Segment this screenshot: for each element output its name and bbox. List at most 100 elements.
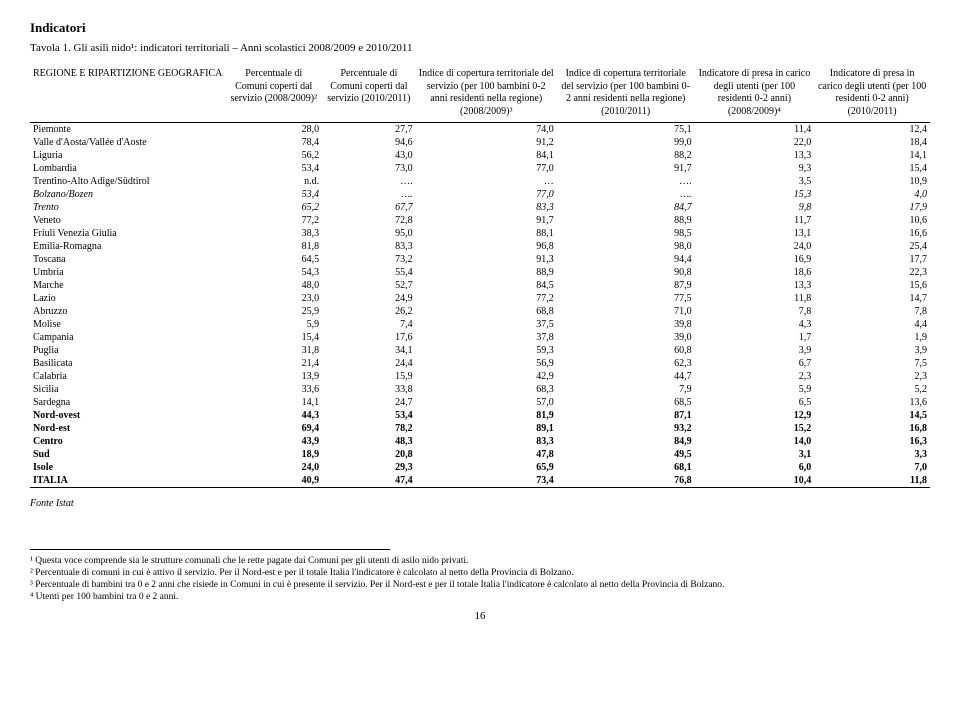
region-cell: Calabria <box>30 370 225 383</box>
value-cell: 94,6 <box>322 136 415 149</box>
value-cell: 3,3 <box>814 448 930 461</box>
region-cell: Nord-est <box>30 422 225 435</box>
value-cell: 81,9 <box>416 409 557 422</box>
value-cell: 17,7 <box>814 253 930 266</box>
value-cell: 3,9 <box>814 344 930 357</box>
value-cell: 91,7 <box>557 162 695 175</box>
value-cell: 37,5 <box>416 318 557 331</box>
value-cell: 88,1 <box>416 227 557 240</box>
value-cell: 88,9 <box>416 266 557 279</box>
value-cell: 15,2 <box>695 422 815 435</box>
value-cell: 11,8 <box>695 292 815 305</box>
value-cell: 15,4 <box>225 331 322 344</box>
value-cell: 40,9 <box>225 474 322 488</box>
value-cell: 77,2 <box>416 292 557 305</box>
value-cell: 33,8 <box>322 383 415 396</box>
value-cell: 73,0 <box>322 162 415 175</box>
footnote-1: ¹ Questa voce comprende sia le strutture… <box>30 556 930 566</box>
value-cell: 7,8 <box>814 305 930 318</box>
section-title: Indicatori <box>30 20 930 36</box>
value-cell: 47,8 <box>416 448 557 461</box>
value-cell: 24,0 <box>695 240 815 253</box>
value-cell: 53,4 <box>322 409 415 422</box>
value-cell: …. <box>557 188 695 201</box>
value-cell: 13,3 <box>695 149 815 162</box>
value-cell: 11,4 <box>695 123 815 137</box>
value-cell: 14,5 <box>814 409 930 422</box>
region-cell: Centro <box>30 435 225 448</box>
value-cell: 10,6 <box>814 214 930 227</box>
value-cell: 83,3 <box>322 240 415 253</box>
value-cell: 77,2 <box>225 214 322 227</box>
value-cell: 53,4 <box>225 188 322 201</box>
value-cell: 2,3 <box>814 370 930 383</box>
value-cell: 24,4 <box>322 357 415 370</box>
table-row: Lazio23,024,977,277,511,814,7 <box>30 292 930 305</box>
value-cell: 43,0 <box>322 149 415 162</box>
region-cell: Umbria <box>30 266 225 279</box>
value-cell: 57,0 <box>416 396 557 409</box>
value-cell: 88,9 <box>557 214 695 227</box>
value-cell: 49,5 <box>557 448 695 461</box>
footnote-2: ² Percentuale di comuni in cui è attivo … <box>30 568 930 578</box>
value-cell: 27,7 <box>322 123 415 137</box>
table-row: Toscana64,573,291,394,416,917,7 <box>30 253 930 266</box>
region-cell: Puglia <box>30 344 225 357</box>
value-cell: 78,4 <box>225 136 322 149</box>
value-cell: 4,3 <box>695 318 815 331</box>
value-cell: 43,9 <box>225 435 322 448</box>
value-cell: 7,8 <box>695 305 815 318</box>
value-cell: 28,0 <box>225 123 322 137</box>
region-cell: Isole <box>30 461 225 474</box>
value-cell: 88,2 <box>557 149 695 162</box>
value-cell: 55,4 <box>322 266 415 279</box>
value-cell: 5,2 <box>814 383 930 396</box>
footnotes: ¹ Questa voce comprende sia le strutture… <box>30 549 390 602</box>
table-row: Sicilia33,633,868,37,95,95,2 <box>30 383 930 396</box>
value-cell: 87,1 <box>557 409 695 422</box>
table-title: Tavola 1. Gli asili nido¹: indicatori te… <box>30 42 930 54</box>
page-number: 16 <box>30 610 930 622</box>
value-cell: 94,4 <box>557 253 695 266</box>
region-cell: Emilia-Romagna <box>30 240 225 253</box>
value-cell: 64,5 <box>225 253 322 266</box>
region-cell: Campania <box>30 331 225 344</box>
value-cell: 25,9 <box>225 305 322 318</box>
value-cell: 12,9 <box>695 409 815 422</box>
value-cell: 77,5 <box>557 292 695 305</box>
value-cell: 65,2 <box>225 201 322 214</box>
value-cell: 77,0 <box>416 162 557 175</box>
value-cell: 21,4 <box>225 357 322 370</box>
value-cell: 13,6 <box>814 396 930 409</box>
value-cell: 6,0 <box>695 461 815 474</box>
value-cell: 96,8 <box>416 240 557 253</box>
value-cell: 7,4 <box>322 318 415 331</box>
value-cell: … <box>416 175 557 188</box>
region-cell: Sardegna <box>30 396 225 409</box>
value-cell: 3,9 <box>695 344 815 357</box>
table-row: Molise5,97,437,539,84,34,4 <box>30 318 930 331</box>
value-cell: 1,9 <box>814 331 930 344</box>
col-2: Percentuale di Comuni coperti dal serviz… <box>322 64 415 123</box>
table-row: Campania15,417,637,839,01,71,9 <box>30 331 930 344</box>
table-row: Umbria54,355,488,990,818,622,3 <box>30 266 930 279</box>
value-cell: 11,8 <box>814 474 930 488</box>
value-cell: 16,9 <box>695 253 815 266</box>
value-cell: 56,2 <box>225 149 322 162</box>
value-cell: 73,4 <box>416 474 557 488</box>
value-cell: 81,8 <box>225 240 322 253</box>
value-cell: 1,7 <box>695 331 815 344</box>
table-row: Basilicata21,424,456,962,36,77,5 <box>30 357 930 370</box>
region-cell: Sud <box>30 448 225 461</box>
value-cell: 9,8 <box>695 201 815 214</box>
value-cell: 15,6 <box>814 279 930 292</box>
value-cell: 91,2 <box>416 136 557 149</box>
value-cell: 60,8 <box>557 344 695 357</box>
value-cell: 6,7 <box>695 357 815 370</box>
value-cell: 76,8 <box>557 474 695 488</box>
value-cell: 72,8 <box>322 214 415 227</box>
value-cell: 98,0 <box>557 240 695 253</box>
col-region: REGIONE E RIPARTIZIONE GEOGRAFICA <box>30 64 225 123</box>
table-body: Piemonte28,027,774,075,111,412,4Valle d'… <box>30 123 930 488</box>
value-cell: 65,9 <box>416 461 557 474</box>
